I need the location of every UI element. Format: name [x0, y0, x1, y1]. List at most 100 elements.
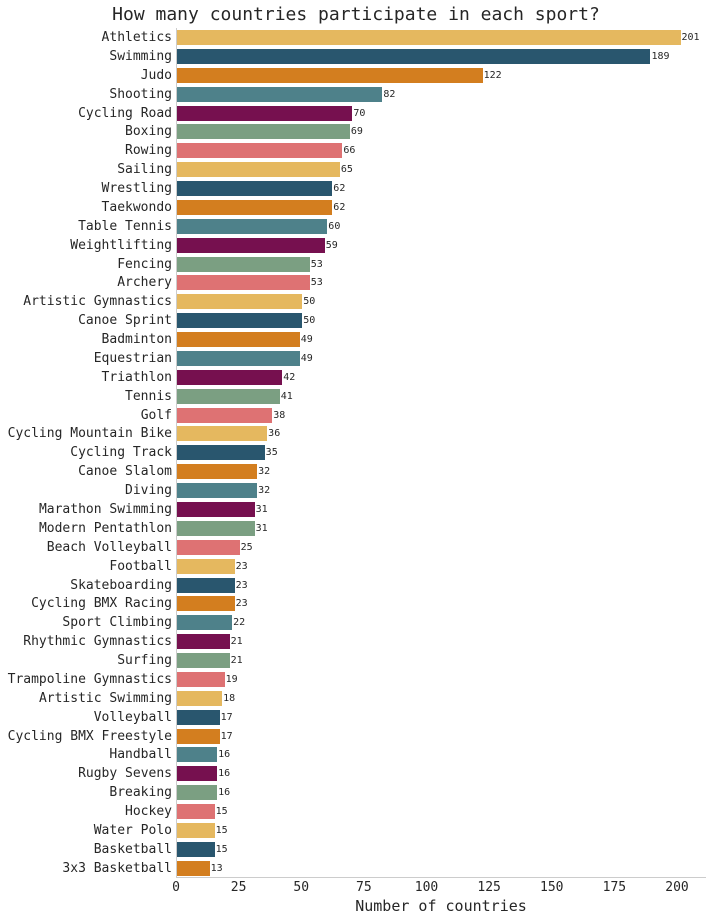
bar-value-label: 16	[218, 768, 231, 780]
x-tick-label: 100	[414, 880, 439, 895]
bar	[177, 162, 340, 178]
bar	[177, 747, 218, 763]
bar-row: Tennis 41	[0, 387, 712, 406]
bar	[177, 199, 333, 215]
bar	[177, 332, 300, 348]
bar	[177, 181, 333, 197]
bar-value-label: 62	[333, 201, 346, 213]
bar-value-label: 62	[333, 183, 346, 195]
y-tick-label: Boxing	[125, 124, 172, 140]
x-tick-label: 175	[602, 880, 627, 895]
bar-value-label: 16	[218, 787, 231, 799]
x-axis-line	[176, 877, 706, 878]
bar-value-label: 16	[218, 749, 231, 761]
bar-value-label: 18	[223, 692, 236, 704]
y-tick-label: Modern Pentathlon	[38, 520, 172, 536]
bar-value-label: 35	[265, 447, 278, 459]
bar-value-label: 32	[258, 466, 271, 478]
bar-row: Trampoline Gymnastics 19	[0, 670, 712, 689]
bar-value-label: 69	[350, 126, 363, 138]
bar-row: Cycling Road 70	[0, 104, 712, 123]
bar	[177, 558, 235, 574]
bar	[177, 294, 303, 310]
y-tick-label: Athletics	[101, 30, 172, 45]
bar-value-label: 36	[268, 428, 281, 440]
bar-value-label: 38	[273, 409, 286, 421]
bar-row: Wrestling 62	[0, 179, 712, 198]
bar-row: Judo 122	[0, 66, 712, 85]
bar	[177, 218, 328, 234]
x-tick-label: 50	[293, 880, 310, 895]
bar	[177, 388, 280, 404]
bar	[177, 237, 325, 253]
bar-row: Canoe Slalom 32	[0, 462, 712, 481]
bar	[177, 407, 273, 423]
bar	[177, 690, 223, 706]
y-tick-label: Cycling Mountain Bike	[7, 426, 172, 442]
bar-row: Swimming 189	[0, 47, 712, 66]
bar	[177, 464, 258, 480]
bar	[177, 860, 210, 876]
bar-row: Sport Climbing 22	[0, 613, 712, 632]
bar-value-label: 65	[340, 164, 353, 176]
bar	[177, 143, 343, 159]
bar	[177, 577, 235, 593]
y-tick-label: Rhythmic Gymnastics	[23, 634, 172, 650]
bar-row: Fencing 53	[0, 255, 712, 274]
bar-value-label: 15	[215, 824, 228, 836]
bar-value-label: 59	[325, 239, 338, 251]
x-tick-label: 150	[540, 880, 564, 895]
bar-row: Volleyball 17	[0, 708, 712, 727]
bar-row: Cycling Mountain Bike 36	[0, 424, 712, 443]
bar-value-label: 201	[681, 32, 700, 43]
bar	[177, 653, 230, 669]
bar-value-label: 60	[328, 220, 341, 232]
y-tick-label: Fencing	[117, 256, 172, 272]
bar-value-label: 66	[343, 145, 356, 157]
bar-value-label: 23	[235, 560, 248, 572]
bar-value-label: 49	[300, 334, 313, 346]
y-tick-label: Golf	[140, 407, 172, 423]
y-tick-label: Archery	[117, 275, 172, 291]
bar	[177, 483, 258, 499]
bar-value-label: 13	[210, 862, 223, 874]
y-tick-label: Trampoline Gymnastics	[7, 671, 172, 687]
bar-row: Triathlon 42	[0, 368, 712, 387]
bar-row: Rhythmic Gymnastics 21	[0, 632, 712, 651]
y-tick-label: Football	[109, 558, 172, 574]
bar-value-label: 21	[230, 636, 243, 648]
bar-value-label: 49	[300, 352, 313, 364]
x-tick-label: 25	[230, 880, 247, 895]
bar-value-label: 25	[240, 541, 253, 553]
y-tick-label: Handball	[109, 747, 172, 763]
y-axis-line	[176, 28, 177, 877]
bar	[177, 30, 681, 45]
y-tick-label: Cycling Track	[70, 445, 172, 461]
bar-value-label: 50	[303, 315, 316, 327]
y-tick-label: Marathon Swimming	[38, 502, 172, 517]
bar-row: Football 23	[0, 557, 712, 576]
x-tick-label: 0	[172, 880, 180, 895]
bar-value-label: 17	[220, 711, 233, 723]
y-tick-label: Diving	[125, 483, 172, 499]
y-tick-label: Volleyball	[93, 709, 172, 725]
bar	[177, 86, 383, 102]
x-tick-label: 75	[356, 880, 372, 895]
bar	[177, 445, 265, 461]
y-tick-label: Shooting	[109, 86, 172, 102]
y-tick-label: Canoe Slalom	[78, 464, 172, 480]
bar	[177, 369, 283, 385]
y-tick-label: Swimming	[109, 48, 172, 64]
y-tick-label: Table Tennis	[78, 218, 172, 234]
y-tick-label: Wrestling	[101, 181, 172, 197]
bar-value-label: 70	[353, 107, 366, 119]
x-axis-label: Number of countries	[355, 897, 527, 915]
bar	[177, 596, 235, 612]
bar	[177, 615, 233, 631]
bar	[177, 48, 651, 64]
bar-row: Cycling BMX Racing 23	[0, 594, 712, 613]
bar-value-label: 53	[310, 277, 323, 289]
bar	[177, 822, 215, 838]
bar-row: Breaking 16	[0, 783, 712, 802]
y-tick-label: Artistic Gymnastics	[23, 294, 172, 310]
